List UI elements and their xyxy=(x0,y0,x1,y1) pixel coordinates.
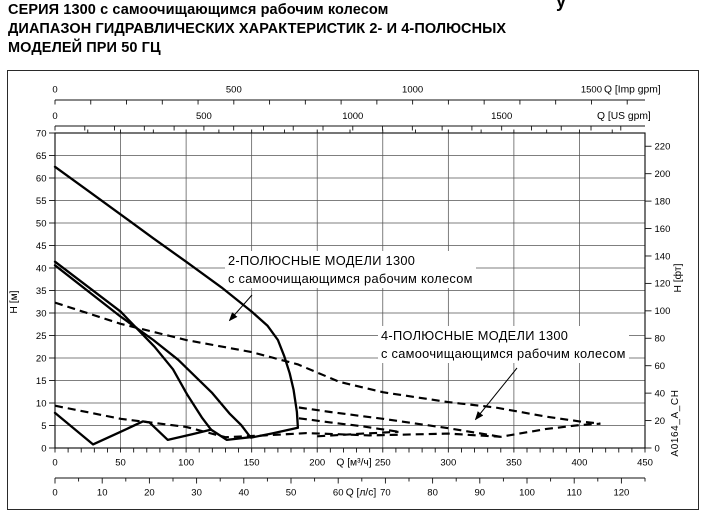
ls-tick-label: 10 xyxy=(97,488,108,499)
ls-tick-label: 30 xyxy=(191,488,202,499)
m3h-tick-label: 50 xyxy=(115,458,126,469)
h-m-tick-label: 70 xyxy=(36,128,47,139)
m3h-tick-label: 200 xyxy=(309,458,325,469)
h-m-tick-label: 5 xyxy=(41,421,46,432)
h-ft-tick-label: 160 xyxy=(655,224,671,235)
title-line-3: МОДЕЛЕЙ ПРИ 50 ГЦ xyxy=(8,40,161,56)
ls-tick-label: 50 xyxy=(286,488,297,499)
m3h-tick-label: 250 xyxy=(375,458,391,469)
annotation-2pole-line2: с самоочищающимся рабочим колесом xyxy=(228,270,473,286)
h-m-tick-label: 60 xyxy=(36,173,47,184)
figure-code: A0164_A_CH xyxy=(670,389,681,456)
us-gpm-tick-label: 500 xyxy=(196,111,212,122)
annotation-2pole-line1: 2-ПОЛЮСНЫЕ МОДЕЛИ 1300 xyxy=(228,253,416,268)
h-m-tick-label: 15 xyxy=(36,376,47,387)
chart-frame-border xyxy=(7,70,699,510)
h-m-axis-label: H [м] xyxy=(9,290,20,313)
imp-gpm-tick-label: 500 xyxy=(226,85,242,96)
title-line-2: ДИАПАЗОН ГИДРАВЛИЧЕСКИХ ХАРАКТЕРИСТИК 2-… xyxy=(8,21,507,37)
h-m-tick-label: 30 xyxy=(36,308,47,319)
h-ft-tick-label: 120 xyxy=(655,279,671,290)
h-ft-tick-label: 0 xyxy=(655,443,660,454)
curve-2pole-envelope-mid-upper xyxy=(53,260,213,431)
m3h-axis-label: Q [м³/ч] xyxy=(336,458,371,469)
m3h-tick-label: 350 xyxy=(506,458,522,469)
h-ft-tick-label: 20 xyxy=(655,416,666,427)
curve-4pole-inner-low xyxy=(317,430,399,438)
annotation-4pole-line2: с самоочищающимся рабочим колесом xyxy=(381,345,626,361)
curve-2pole-bottom-zigzag-mid xyxy=(209,428,252,442)
ls-tick-label: 80 xyxy=(427,488,438,499)
annotation-4pole: 4-ПОЛЮСНЫЕ МОДЕЛИ 1300 с самоочищающимся… xyxy=(378,326,629,363)
m3h-tick-label: 150 xyxy=(244,458,260,469)
us-gpm-tick-label: 0 xyxy=(52,111,57,122)
m3h-tick-label: 0 xyxy=(52,458,57,469)
curve-2pole-envelope-large xyxy=(53,165,300,439)
h-m-tick-label: 35 xyxy=(36,286,47,297)
title-line-1: СЕРИЯ 1300 с самоочищающимся рабочим кол… xyxy=(8,2,389,18)
curve-4pole-inner-upper xyxy=(298,406,501,438)
annotation-4pole-arrow xyxy=(474,367,518,421)
h-m-tick-label: 50 xyxy=(36,218,47,229)
ls-tick-label: 40 xyxy=(239,488,250,499)
ls-tick-label: 100 xyxy=(519,488,535,499)
imp-gpm-axis-label: Q [Imp gpm] xyxy=(604,85,661,96)
us-gpm-tick-label: 1000 xyxy=(342,111,363,122)
h-m-tick-label: 20 xyxy=(36,353,47,364)
h-m-tick-label: 10 xyxy=(36,398,47,409)
m3h-tick-label: 400 xyxy=(572,458,588,469)
h-ft-tick-label: 60 xyxy=(655,361,666,372)
imp-gpm-tick-label: 0 xyxy=(52,85,57,96)
curve-2pole-bottom-zigzag-left xyxy=(53,411,213,446)
h-ft-tick-label: 200 xyxy=(655,169,671,180)
ls-axis-label: Q [л/с] xyxy=(346,488,377,499)
curve-4pole-top-boundary xyxy=(54,301,601,425)
ls-tick-label: 70 xyxy=(380,488,391,499)
h-ft-axis-label: H [фт] xyxy=(672,263,684,292)
m3h-tick-label: 100 xyxy=(178,458,194,469)
ls-tick-label: 20 xyxy=(144,488,155,499)
cropped-header-fragment: у xyxy=(556,0,567,11)
h-ft-tick-label: 40 xyxy=(655,388,666,399)
m3h-tick-label: 300 xyxy=(440,458,456,469)
ls-tick-label: 60 xyxy=(333,488,344,499)
h-m-tick-label: 65 xyxy=(36,151,47,162)
ls-tick-label: 110 xyxy=(567,488,582,499)
h-m-tick-label: 55 xyxy=(36,196,47,207)
page-title: СЕРИЯ 1300 с самоочищающимся рабочим кол… xyxy=(8,1,506,58)
h-ft-tick-label: 140 xyxy=(655,251,671,262)
imp-gpm-tick-label: 1000 xyxy=(402,85,423,96)
ls-tick-label: 0 xyxy=(52,488,57,499)
ls-tick-label: 120 xyxy=(613,488,629,499)
h-m-tick-label: 25 xyxy=(36,331,47,342)
h-m-tick-label: 40 xyxy=(36,263,47,274)
annotation-4pole-line1: 4-ПОЛЮСНЫЕ МОДЕЛИ 1300 xyxy=(381,328,569,343)
annotation-2pole: 2-ПОЛЮСНЫЕ МОДЕЛИ 1300 с самоочищающимся… xyxy=(225,251,476,288)
ls-tick-label: 90 xyxy=(475,488,486,499)
us-gpm-axis-label: Q [US gpm] xyxy=(597,111,651,122)
h-ft-tick-label: 100 xyxy=(655,306,671,317)
curve-4pole-inner-mid xyxy=(298,417,399,433)
curve-2pole-envelope-mid-lower xyxy=(53,264,252,439)
imp-gpm-tick-label: 1500 xyxy=(581,85,602,96)
h-ft-tick-label: 180 xyxy=(655,196,671,207)
annotation-2pole-arrow xyxy=(228,294,253,322)
h-m-tick-label: 45 xyxy=(36,241,47,252)
h-ft-tick-label: 220 xyxy=(655,142,671,153)
curve-4pole-bottom-boundary xyxy=(54,404,601,439)
us-gpm-tick-label: 1500 xyxy=(491,111,512,122)
h-m-tick-label: 0 xyxy=(41,443,46,454)
h-ft-tick-label: 80 xyxy=(655,334,666,345)
m3h-tick-label: 450 xyxy=(637,458,653,469)
